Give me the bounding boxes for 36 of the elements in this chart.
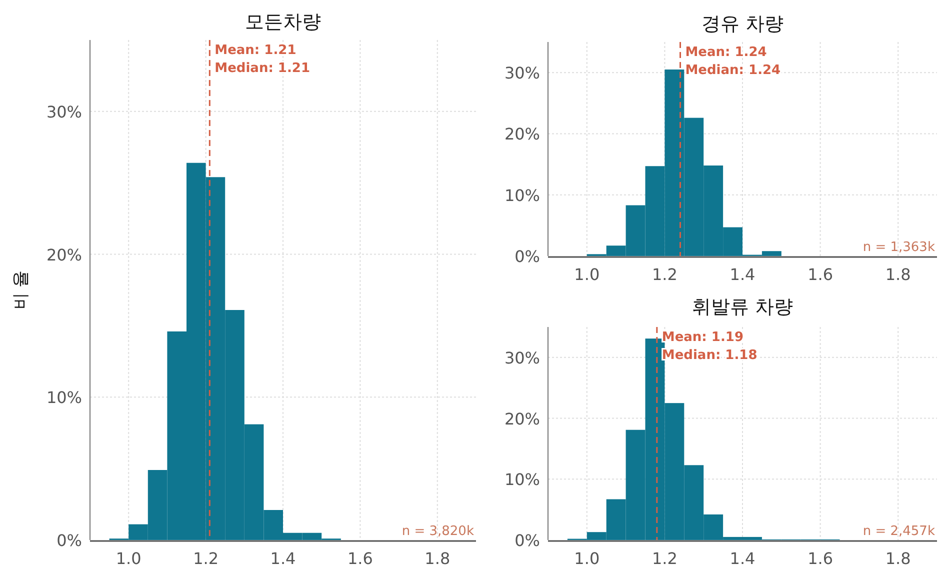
y-tick-label: 10%: [46, 388, 82, 408]
annotation: n = 2,457k: [862, 524, 936, 539]
ref-line-label: Mean: 1.24 Median: 1.24: [685, 45, 781, 78]
y-tick-label: 30%: [46, 102, 82, 122]
ref-line-label: Mean: 1.21 Median: 1.21: [214, 43, 310, 76]
chart-title: 경유 차량: [701, 13, 784, 35]
y-tick-label: 20%: [504, 409, 540, 428]
x-tick-label: 1.8: [424, 549, 450, 568]
chart-title: 모든차량: [245, 11, 321, 33]
y-tick-label: 0%: [56, 531, 82, 550]
x-tick-label: 1.0: [574, 265, 600, 284]
y-tick-label: 30%: [504, 64, 540, 83]
y-tick-label: 10%: [504, 186, 540, 205]
annotation: n = 3,820k: [402, 524, 474, 539]
x-tick-label: 1.6: [808, 549, 834, 568]
x-tick-label: 1.4: [730, 549, 756, 568]
x-tick-label: 1.4: [270, 549, 296, 568]
y-tick-label: 0%: [514, 247, 540, 266]
y-axis-title: 비 율: [11, 270, 31, 310]
x-tick-label: 1.8: [885, 549, 911, 568]
y-tick-label: 20%: [504, 124, 540, 144]
x-tick-label: 1.2: [652, 549, 678, 568]
x-tick-label: 1.0: [116, 549, 142, 568]
y-tick-label: 10%: [504, 470, 540, 490]
chart-title: 휘발류 차량: [692, 296, 794, 318]
x-tick-label: 1.4: [730, 265, 756, 284]
x-tick-label: 1.2: [652, 265, 678, 284]
y-tick-label: 30%: [504, 348, 540, 368]
y-tick-label: 0%: [514, 531, 540, 550]
annotation: n = 1,363k: [862, 240, 936, 255]
x-tick-label: 1.0: [574, 549, 600, 568]
x-tick-label: 1.6: [808, 265, 834, 284]
x-tick-label: 1.6: [347, 549, 373, 568]
y-tick-label: 20%: [46, 245, 82, 264]
x-tick-label: 1.2: [193, 549, 219, 568]
x-tick-label: 1.8: [885, 265, 911, 284]
